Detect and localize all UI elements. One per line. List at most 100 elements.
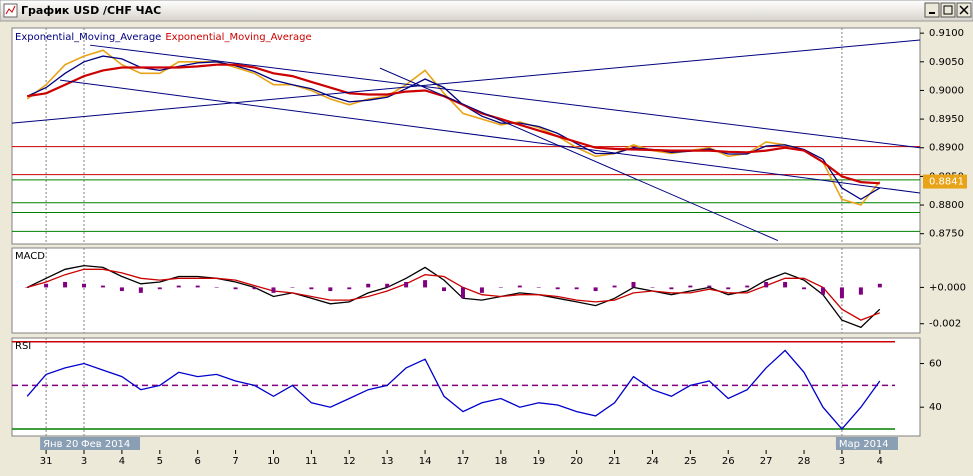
- histogram-bar: [347, 287, 352, 290]
- histogram-bar: [404, 281, 409, 288]
- x-tick-label: 26: [722, 456, 735, 467]
- x-tick-label: 10: [267, 456, 280, 467]
- histogram-bar: [252, 287, 257, 290]
- x-tick-label: 4: [877, 456, 883, 467]
- histogram-bar: [498, 287, 503, 288]
- histogram-bar: [271, 287, 276, 293]
- x-tick-label: 3: [839, 456, 845, 467]
- panel-title: MACD: [15, 251, 45, 262]
- panel: [11, 27, 921, 245]
- histogram-bar: [612, 285, 617, 288]
- histogram-bar: [820, 287, 825, 295]
- histogram-bar: [707, 285, 712, 288]
- x-tick-label: 17: [457, 456, 470, 467]
- window-icon-glyph: [5, 5, 16, 15]
- y-tick-label: -0.002: [929, 319, 961, 330]
- trendline: [379, 67, 779, 242]
- title-bar: [0, 0, 973, 22]
- window-buttons: [924, 2, 972, 18]
- histogram-bar: [63, 281, 68, 288]
- legend-entry: Exponential_Moving_Average: [165, 32, 311, 43]
- minimize-button[interactable]: [924, 2, 940, 18]
- panel: [11, 337, 921, 437]
- histogram-bar: [858, 287, 863, 295]
- histogram-bar: [783, 281, 788, 288]
- histogram-bar: [423, 280, 428, 288]
- x-tick-label: 13: [381, 456, 394, 467]
- month-label: Фев 2014: [81, 439, 130, 450]
- histogram-bar: [669, 287, 674, 290]
- y-tick-label: 0.8750: [929, 229, 964, 240]
- histogram-bar: [290, 287, 295, 288]
- histogram-bar: [555, 287, 560, 290]
- histogram-bar: [44, 283, 49, 288]
- histogram-bar: [839, 287, 844, 299]
- month-label: Янв 2014: [43, 439, 91, 450]
- month-label: Мар 2014: [839, 439, 889, 450]
- y-tick-label: +0.000: [929, 282, 966, 293]
- histogram-bar: [442, 287, 447, 292]
- trendline: [90, 44, 921, 149]
- panel-plot: [12, 28, 920, 244]
- last-price-box: [923, 174, 967, 189]
- x-tick-label: 12: [343, 456, 356, 467]
- x-tick-label: 19: [532, 456, 545, 467]
- maximize-button[interactable]: [940, 2, 956, 18]
- maximize-glyph: [943, 5, 953, 15]
- x-tick-label: 31: [40, 456, 53, 467]
- x-tick-label: 14: [419, 456, 432, 467]
- histogram-bar: [479, 287, 484, 293]
- histogram-bar: [214, 287, 219, 288]
- last-price-label: 0.8841: [929, 177, 964, 188]
- y-tick-label: 0.9000: [929, 85, 964, 96]
- series-line: [27, 268, 881, 321]
- y-tick-label: 0.9100: [929, 28, 964, 39]
- histogram-bar: [100, 285, 105, 288]
- trendline: [60, 79, 921, 194]
- histogram-bar: [119, 287, 124, 292]
- histogram-bar: [82, 283, 87, 288]
- y-tick-label: 40: [929, 402, 942, 413]
- histogram-bar: [650, 287, 655, 288]
- x-tick-label: 21: [608, 456, 621, 467]
- histogram-bar: [233, 287, 238, 290]
- x-tick-label: 28: [798, 456, 811, 467]
- histogram-bar: [517, 285, 522, 288]
- window-title: График USD /CHF ЧАС: [21, 4, 161, 17]
- histogram-bar: [764, 281, 769, 288]
- histogram-bar: [328, 287, 333, 292]
- series-line: [26, 349, 881, 430]
- x-tick-label: 4: [119, 456, 125, 467]
- x-tick-label: 25: [684, 456, 697, 467]
- histogram-bar: [688, 285, 693, 288]
- histogram-bar: [745, 285, 750, 288]
- x-tick-label: 7: [232, 456, 238, 467]
- x-tick-label: 18: [494, 456, 507, 467]
- histogram-bar: [309, 287, 314, 290]
- histogram-bar: [138, 287, 143, 293]
- x-tick-label: 6: [195, 456, 201, 467]
- histogram-bar: [726, 287, 731, 290]
- y-tick-label: 0.8800: [929, 200, 964, 211]
- trendline: [11, 39, 921, 124]
- panel-plot: [26, 248, 881, 333]
- histogram-bar: [877, 283, 882, 288]
- histogram-bar: [157, 287, 162, 290]
- histogram-bar: [460, 287, 465, 299]
- legend-entry: Exponential_Moving_Average: [15, 32, 161, 43]
- histogram-bar: [366, 283, 371, 288]
- histogram-bar: [536, 287, 541, 288]
- y-tick-label: 0.8900: [929, 143, 964, 154]
- x-tick-label: 5: [157, 456, 163, 467]
- histogram-bar: [802, 287, 807, 290]
- panel: [11, 247, 921, 334]
- x-tick-label: 3: [81, 456, 87, 467]
- histogram-bar: [631, 281, 636, 288]
- panel-plot: [12, 338, 895, 436]
- close-glyph: [959, 5, 969, 15]
- histogram-bar: [176, 285, 181, 288]
- x-tick-label: 20: [570, 456, 583, 467]
- panel-title: RSI: [15, 341, 31, 352]
- month-label-box: [78, 437, 141, 450]
